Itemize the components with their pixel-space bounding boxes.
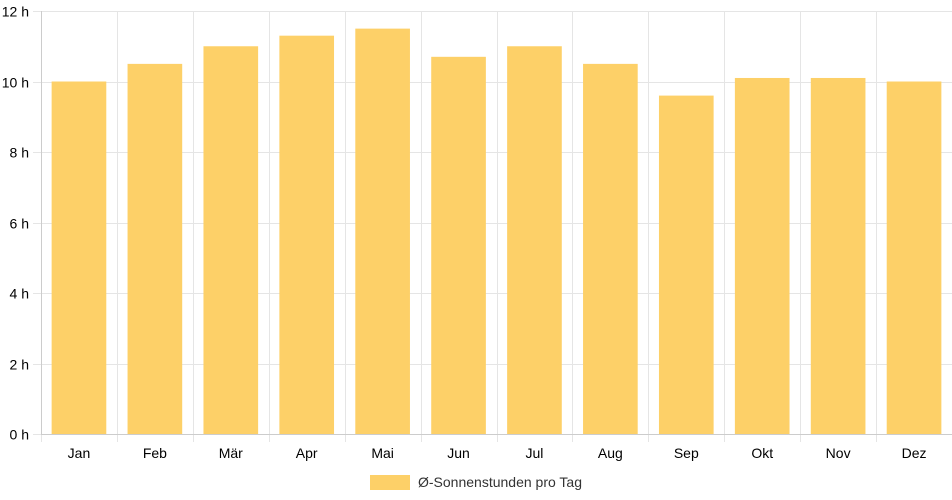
bar-mai[interactable]	[355, 28, 410, 434]
bar-jul[interactable]	[507, 46, 562, 434]
x-tick-label: Okt	[751, 445, 773, 461]
x-tick-label: Jan	[68, 445, 91, 461]
x-tick-label: Jul	[526, 445, 544, 461]
y-tick-label: 0 h	[10, 427, 29, 443]
bar-jan[interactable]	[51, 81, 107, 435]
x-tick-label: Jun	[447, 445, 470, 461]
bar-nov[interactable]	[810, 77, 866, 434]
legend-label[interactable]: Ø-Sonnenstunden pro Tag	[418, 474, 582, 490]
bar-feb[interactable]	[127, 63, 183, 434]
x-tick-label: Sep	[674, 445, 699, 461]
x-tick-label: Mär	[219, 445, 243, 461]
bar-apr[interactable]	[279, 35, 335, 435]
legend-swatch[interactable]	[370, 475, 410, 490]
bar-jun[interactable]	[431, 56, 486, 434]
legend[interactable]: Ø-Sonnenstunden pro Tag	[370, 474, 582, 490]
x-axis: Jan Feb Mär Apr Mai Jun Jul Aug Sep Okt Nov Dez	[41, 434, 952, 461]
y-tick-label: 10 h	[2, 75, 29, 91]
y-tick-label: 8 h	[10, 145, 29, 161]
x-tick-label: Feb	[143, 445, 167, 461]
y-tick-label: 4 h	[10, 286, 29, 302]
y-axis: 0 h 2 h 4 h 6 h 8 h 10 h 12 h	[2, 4, 42, 443]
bar-mär[interactable]	[203, 46, 259, 434]
bar-dez[interactable]	[886, 81, 942, 435]
x-tick-label: Aug	[598, 445, 623, 461]
x-tick-label: Apr	[296, 445, 318, 461]
y-tick-label: 6 h	[10, 216, 29, 232]
x-tick-label: Mai	[371, 445, 394, 461]
bar-aug[interactable]	[583, 63, 638, 434]
x-tick-label: Nov	[826, 445, 851, 461]
bar-series	[51, 28, 942, 435]
grid-lines	[33, 11, 952, 442]
x-tick-label: Dez	[902, 445, 927, 461]
bar-okt[interactable]	[734, 77, 790, 434]
y-tick-label: 12 h	[2, 4, 29, 20]
y-tick-label: 2 h	[10, 357, 29, 373]
bar-sep[interactable]	[658, 95, 714, 434]
